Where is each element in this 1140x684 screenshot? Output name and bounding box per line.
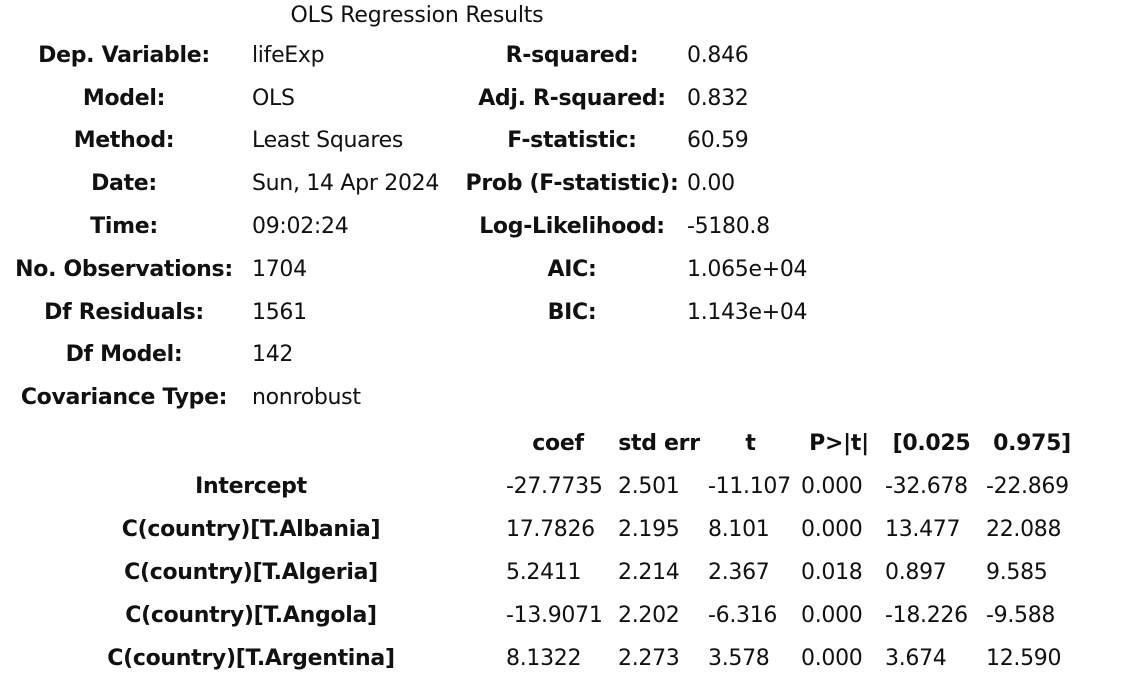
column-header-t: t (745, 431, 756, 456)
summary-value (683, 334, 827, 377)
term-name: C(country)[T.Angola] (125, 603, 377, 628)
std-err-value: 2.202 (618, 603, 680, 628)
summary-label: Time: (90, 214, 158, 240)
summary-row: Time: 09:02:24 Log-Likelihood: -5180.8 (0, 205, 827, 248)
summary-value: 1704 (252, 256, 307, 282)
p-value: 0.000 (801, 603, 863, 628)
summary-value: -5180.8 (687, 214, 770, 240)
blank-header-cell (0, 422, 502, 465)
summary-value: 0.832 (687, 85, 749, 111)
summary-value: Sun, 14 Apr 2024 (252, 171, 440, 197)
summary-row: Df Model: 142 (0, 334, 827, 377)
ci-upper-value: 12.590 (986, 646, 1062, 671)
summary-label: R-squared: (505, 42, 639, 68)
summary-value: 1.065e+04 (687, 256, 808, 282)
ci-upper-value: -22.869 (986, 474, 1069, 499)
summary-value: OLS (252, 85, 295, 111)
summary-value: 09:02:24 (252, 214, 349, 240)
coefficient-table: coef std err t P>|t| [0.025 0.975] Inter… (0, 422, 1082, 680)
coefficient-row: C(country)[T.Albania] 17.7826 2.195 8.10… (0, 508, 1082, 551)
summary-value: 142 (252, 342, 294, 368)
coef-value: 8.1322 (506, 646, 582, 671)
coefficient-row: C(country)[T.Algeria] 5.2411 2.214 2.367… (0, 551, 1082, 594)
ci-upper-value: 9.585 (986, 560, 1048, 585)
coefficient-row: C(country)[T.Argentina] 8.1322 2.273 3.5… (0, 637, 1082, 680)
t-value: 3.578 (708, 646, 770, 671)
t-value: 8.101 (708, 517, 770, 542)
table-caption: OLS Regression Results (290, 3, 544, 28)
term-name: C(country)[T.Argentina] (107, 646, 395, 671)
coefficient-row: Intercept -27.7735 2.501 -11.107 0.000 -… (0, 465, 1082, 508)
p-value: 0.000 (801, 474, 863, 499)
summary-value: 60.59 (687, 128, 749, 154)
summary-value: nonrobust (252, 385, 361, 411)
std-err-value: 2.195 (618, 517, 680, 542)
summary-label: Covariance Type: (20, 385, 228, 411)
column-header-p-value: P>|t| (809, 431, 869, 456)
summary-value: Least Squares (252, 128, 403, 154)
summary-label: F-statistic: (507, 128, 637, 154)
coef-value: -27.7735 (506, 474, 603, 499)
model-summary-table: Dep. Variable: lifeExp R-squared: 0.846 … (0, 34, 827, 419)
coef-value: 5.2411 (506, 560, 582, 585)
summary-label: No. Observations: (15, 256, 233, 282)
t-value: 2.367 (708, 560, 770, 585)
summary-label: Prob (F-statistic): (465, 171, 679, 197)
summary-value: 0.846 (687, 42, 749, 68)
ci-lower-value: 3.674 (885, 646, 947, 671)
summary-row: Method: Least Squares F-statistic: 60.59 (0, 120, 827, 163)
ci-lower-value: -32.678 (885, 474, 968, 499)
summary-label: Dep. Variable: (38, 42, 210, 68)
summary-label: Log-Likelihood: (479, 214, 665, 240)
summary-value: 1.143e+04 (687, 299, 808, 325)
std-err-value: 2.501 (618, 474, 680, 499)
std-err-value: 2.214 (618, 560, 680, 585)
summary-label (461, 334, 683, 377)
summary-row: Covariance Type: nonrobust (0, 376, 827, 419)
summary-value: lifeExp (252, 42, 325, 68)
summary-label: Df Residuals: (44, 299, 204, 325)
summary-value (683, 376, 827, 419)
p-value: 0.000 (801, 646, 863, 671)
t-value: -6.316 (708, 603, 778, 628)
p-value: 0.000 (801, 517, 863, 542)
summary-label: BIC: (547, 299, 597, 325)
term-name: Intercept (195, 474, 307, 499)
summary-label: Adj. R-squared: (478, 85, 666, 111)
coefficient-row: C(country)[T.Angola] -13.9071 2.202 -6.3… (0, 594, 1082, 637)
column-header-ci-upper: 0.975] (993, 431, 1071, 456)
summary-value: 1561 (252, 299, 307, 325)
column-header-coef: coef (532, 431, 584, 456)
ci-upper-value: 22.088 (986, 517, 1062, 542)
t-value: -11.107 (708, 474, 791, 499)
summary-label: Df Model: (65, 342, 183, 368)
p-value: 0.018 (801, 560, 863, 585)
column-header-std-err: std err (618, 431, 700, 456)
summary-row: Model: OLS Adj. R-squared: 0.832 (0, 77, 827, 120)
ci-lower-value: 0.897 (885, 560, 947, 585)
summary-label: Date: (91, 171, 157, 197)
coef-value: 17.7826 (506, 517, 595, 542)
term-name: C(country)[T.Albania] (121, 517, 381, 542)
summary-label: AIC: (547, 256, 597, 282)
coefficient-header-row: coef std err t P>|t| [0.025 0.975] (0, 422, 1082, 465)
ci-upper-value: -9.588 (986, 603, 1056, 628)
ci-lower-value: 13.477 (885, 517, 961, 542)
summary-label: Method: (73, 128, 175, 154)
summary-value: 0.00 (687, 171, 735, 197)
summary-row: Dep. Variable: lifeExp R-squared: 0.846 (0, 34, 827, 77)
coef-value: -13.9071 (506, 603, 603, 628)
ci-lower-value: -18.226 (885, 603, 968, 628)
std-err-value: 2.273 (618, 646, 680, 671)
summary-row: Df Residuals: 1561 BIC: 1.143e+04 (0, 291, 827, 334)
summary-row: Date: Sun, 14 Apr 2024 Prob (F-statistic… (0, 162, 827, 205)
summary-label (461, 376, 683, 419)
summary-row: No. Observations: 1704 AIC: 1.065e+04 (0, 248, 827, 291)
summary-label: Model: (82, 85, 166, 111)
column-header-ci-lower: [0.025 (892, 431, 971, 456)
term-name: C(country)[T.Algeria] (124, 560, 378, 585)
